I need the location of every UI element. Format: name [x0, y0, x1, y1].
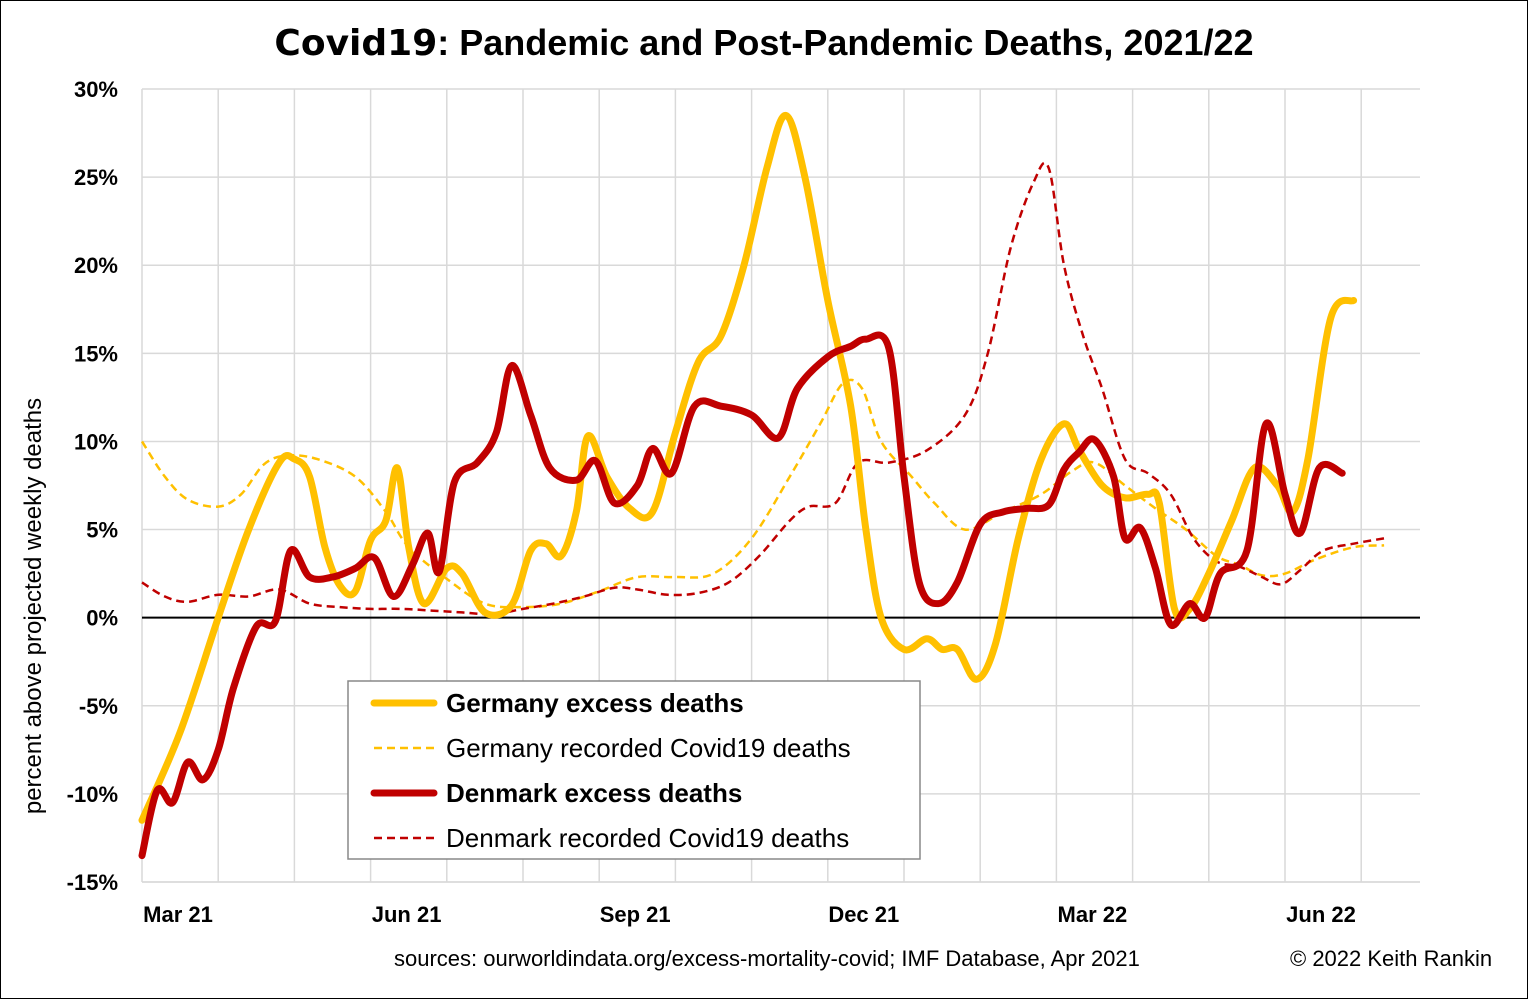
sources-note: sources: ourworldindata.org/excess-morta…: [394, 946, 1140, 971]
legend-label: Germany recorded Covid19 deaths: [446, 733, 851, 763]
legend-label: Denmark recorded Covid19 deaths: [446, 823, 849, 853]
x-tick-label: Jun 22: [1286, 902, 1356, 927]
x-tick-label: Mar 21: [143, 902, 213, 927]
y-tick-label: 25%: [74, 165, 118, 190]
legend-label: Denmark excess deaths: [446, 778, 742, 808]
y-tick-label: -10%: [67, 782, 118, 807]
series-line-germany-excess-deaths: [138, 111, 1358, 824]
y-tick-label: -5%: [79, 694, 118, 719]
x-tick-label: Mar 22: [1058, 902, 1128, 927]
legend-box: [347, 680, 921, 860]
x-tick-label: Dec 21: [828, 902, 899, 927]
title-prefix: Covid19: [274, 23, 438, 64]
series-line-denmark-recorded-covid19-deaths: [141, 161, 1385, 616]
y-tick-label: 0%: [86, 606, 118, 631]
title-rest: : Pandemic and Post-Pandemic Deaths, 202…: [437, 22, 1254, 63]
y-tick-label: 5%: [86, 518, 118, 543]
copyright-note: © 2022 Keith Rankin: [1290, 946, 1493, 971]
y-tick-label: 15%: [74, 341, 118, 366]
series-line-denmark-excess-deaths: [138, 331, 1346, 860]
chart-title: Covid19: Pandemic and Post-Pandemic Deat…: [0, 22, 1528, 64]
y-tick-label: 30%: [74, 77, 118, 102]
y-tick-label: 20%: [74, 253, 118, 278]
y-tick-label: 10%: [74, 429, 118, 454]
x-tick-label: Sep 21: [600, 902, 671, 927]
series-line-germany-recorded-covid19-deaths: [140, 378, 1385, 609]
y-tick-label: -15%: [67, 870, 118, 895]
x-tick-label: Jun 21: [372, 902, 442, 927]
legend-label: Germany excess deaths: [446, 688, 744, 718]
